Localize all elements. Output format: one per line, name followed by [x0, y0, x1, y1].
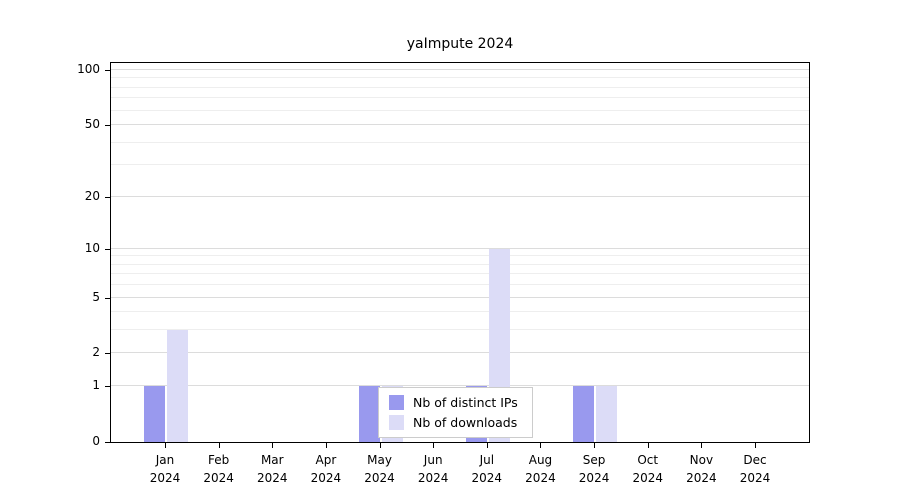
x-tick-label: Aug 2024	[525, 453, 556, 485]
y-tick-label: 2	[92, 345, 100, 359]
x-tick-mark	[165, 443, 166, 448]
legend-label-downloads: Nb of downloads	[413, 415, 518, 430]
y-tick-mark	[105, 249, 110, 250]
x-tick-label: May 2024	[364, 453, 395, 485]
bar-distinct-ips	[573, 386, 595, 442]
minor-gridline	[111, 110, 809, 111]
x-tick-mark	[218, 443, 220, 448]
y-tick-mark	[105, 125, 110, 126]
minor-gridline	[111, 97, 809, 98]
y-tick-mark	[105, 70, 110, 71]
y-tick-label: 1	[92, 378, 100, 392]
major-gridline	[111, 385, 809, 386]
major-gridline	[111, 248, 809, 249]
y-tick-mark	[105, 197, 110, 198]
x-tick-mark	[379, 443, 381, 448]
x-tick-mark	[486, 443, 488, 448]
y-tick-label: 20	[84, 189, 100, 203]
minor-gridline	[111, 273, 809, 274]
x-tick-label: Feb 2024	[203, 453, 234, 485]
bar-downloads	[596, 386, 618, 442]
minor-gridline	[111, 264, 809, 265]
major-gridline	[111, 124, 809, 125]
x-tick-mark	[701, 443, 703, 448]
x-tick-label: Jun 2024	[417, 453, 449, 485]
x-tick-label: Oct 2024	[632, 453, 663, 485]
x-tick-label: Nov 2024	[686, 453, 717, 485]
minor-gridline	[111, 77, 809, 78]
x-tick-label: Apr 2024	[310, 453, 342, 485]
y-tick-label: 10	[84, 241, 100, 255]
minor-gridline	[111, 311, 809, 312]
legend-swatch-downloads	[389, 415, 404, 430]
x-tick-label: Jul 2024	[471, 453, 503, 485]
y-tick-label: 5	[92, 290, 100, 304]
bar-distinct-ips	[358, 386, 380, 442]
y-tick-mark	[105, 442, 110, 443]
chart-title: yaImpute 2024	[406, 36, 514, 52]
minor-gridline	[111, 87, 809, 88]
x-tick-label: Mar 2024	[256, 453, 288, 485]
y-tick-label: 0	[92, 434, 100, 448]
x-tick-label: Sep 2024	[578, 453, 610, 485]
x-tick-label: Jan 2024	[149, 453, 181, 485]
x-tick-mark	[755, 443, 756, 448]
minor-gridline	[111, 329, 809, 330]
minor-gridline	[111, 142, 809, 143]
x-tick-mark	[647, 443, 649, 448]
minor-gridline	[111, 255, 809, 256]
major-gridline	[111, 69, 809, 70]
legend-label-distinct-ips: Nb of distinct IPs	[413, 395, 518, 410]
legend-item-downloads: Nb of downloads	[389, 415, 518, 430]
major-gridline	[111, 352, 809, 353]
y-tick-label: 50	[84, 117, 100, 131]
legend-item-distinct-ips: Nb of distinct IPs	[389, 395, 518, 410]
x-tick-mark	[272, 443, 274, 448]
minor-gridline	[111, 284, 809, 285]
minor-gridline	[111, 164, 809, 165]
major-gridline	[111, 297, 809, 298]
x-tick-mark	[594, 443, 596, 448]
legend: Nb of distinct IPs Nb of downloads	[378, 387, 533, 438]
y-tick-mark	[105, 386, 110, 387]
y-tick-mark	[105, 353, 110, 354]
x-tick-label: Dec 2024	[739, 453, 771, 485]
y-tick-label: 100	[77, 62, 100, 76]
plot-area	[110, 62, 810, 443]
legend-swatch-distinct-ips	[389, 395, 404, 410]
bar-downloads	[167, 330, 188, 442]
x-tick-mark	[540, 443, 542, 448]
bar-distinct-ips	[144, 386, 165, 442]
y-tick-mark	[105, 298, 110, 299]
major-gridline	[111, 196, 809, 197]
x-tick-mark	[433, 443, 435, 448]
x-tick-mark	[325, 443, 327, 448]
